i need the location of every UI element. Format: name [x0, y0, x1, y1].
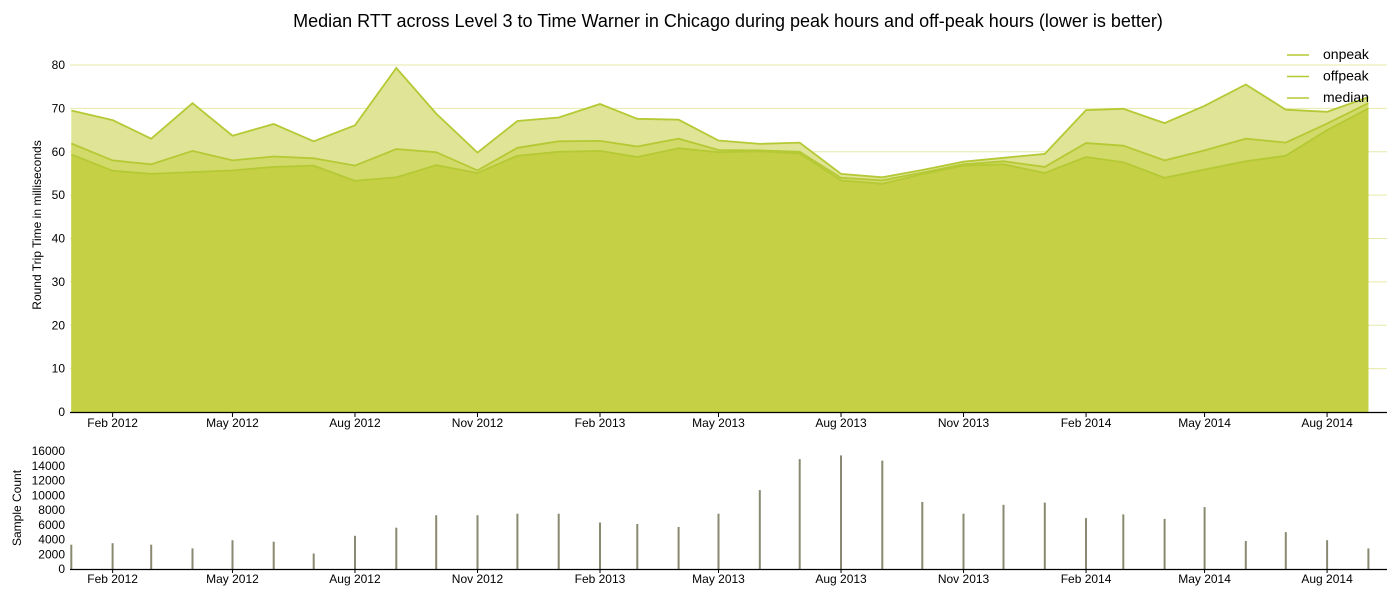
sample-count-bar — [1043, 502, 1046, 569]
main-areas — [70, 66, 1369, 413]
sample-count-bar — [840, 455, 842, 569]
bar-y-tick-label: 14000 — [32, 459, 66, 473]
sample-count-bar — [191, 548, 194, 569]
sample-count-bar — [395, 527, 398, 569]
sample-count-bar — [476, 515, 479, 569]
sample-count-bar — [231, 540, 234, 569]
bar-y-tick-label: 4000 — [38, 533, 65, 547]
area-median — [71, 108, 1369, 413]
main-x-tick-label: May 2014 — [1178, 416, 1231, 430]
sample-count-bar — [1002, 504, 1005, 569]
main-y-tick-label: 70 — [52, 101, 66, 115]
sample-count-bar — [1284, 532, 1287, 569]
main-y-tick-label: 80 — [52, 58, 66, 72]
bar-y-tick-label: 2000 — [38, 547, 65, 561]
sample-count-bar — [111, 543, 114, 569]
sample-count-bar — [354, 535, 356, 569]
sample-count-bar — [717, 513, 720, 569]
sample-count-bar — [798, 459, 801, 569]
sample-count-bar — [1163, 518, 1166, 569]
sample-count-bar — [677, 527, 680, 569]
sample-count-bar — [70, 544, 73, 569]
bar-y-tick-label: 0 — [58, 562, 65, 576]
sample-count-bar — [1244, 541, 1247, 569]
main-y-tick-label: 30 — [52, 275, 66, 289]
sample-count-bar — [557, 513, 560, 569]
sample-count-bar — [1367, 548, 1370, 569]
main-x-tick-label: Feb 2012 — [87, 416, 138, 430]
main-x-tick-label: Aug 2013 — [815, 416, 867, 430]
bar-x-tick-label: Nov 2013 — [938, 572, 990, 586]
bar-x-tick-label: Nov 2012 — [452, 572, 504, 586]
bar-y-tick-label: 6000 — [38, 518, 65, 532]
sample-count-bar — [1326, 540, 1329, 569]
bar-x-tick-label: Aug 2013 — [815, 572, 867, 586]
sample-count-bar — [312, 553, 315, 569]
legend-label-onpeak: onpeak — [1323, 46, 1370, 62]
main-x-tick-label: May 2013 — [692, 416, 745, 430]
line-median — [70, 107, 1369, 185]
bar-y-tick-label: 10000 — [32, 488, 66, 502]
line-onpeak — [71, 66, 1369, 179]
legend: onpeak offpeak median — [1287, 46, 1370, 105]
bar-x-tick-label: Feb 2012 — [87, 572, 138, 586]
line-offpeak — [70, 102, 1369, 182]
sample-count-bar — [150, 544, 153, 569]
bar-y-tick-label: 12000 — [32, 474, 66, 488]
main-x-tick-label: Nov 2013 — [938, 416, 990, 430]
bar-x-tick-label: Feb 2013 — [575, 572, 626, 586]
main-x-tick-label: Feb 2013 — [575, 416, 626, 430]
main-y-tick-label: 50 — [52, 188, 66, 202]
sample-count-bar — [921, 501, 924, 569]
sample-count-bar — [881, 460, 884, 569]
sample-count-bar — [962, 513, 965, 569]
main-x-tick-label: Feb 2014 — [1061, 416, 1112, 430]
main-y-tick-label: 0 — [58, 405, 65, 419]
bar-x-tick-label: May 2014 — [1178, 572, 1231, 586]
sample-count-bar — [1122, 514, 1125, 569]
sample-count-bar — [516, 513, 519, 569]
sample-count-bar — [636, 524, 639, 569]
bar-x-tick-label: May 2013 — [692, 572, 745, 586]
bar-y-tick-label: 16000 — [32, 444, 66, 458]
bar-x-tick-label: Feb 2014 — [1061, 572, 1112, 586]
legend-label-median: median — [1323, 89, 1369, 105]
sample-count-bar — [272, 541, 275, 569]
main-y-tick-label: 20 — [52, 318, 66, 332]
bar-x-tick-label: May 2012 — [206, 572, 259, 586]
main-y-tick-label: 60 — [52, 145, 66, 159]
main-x-tick-label: Aug 2014 — [1301, 416, 1353, 430]
sample-count-bar — [599, 522, 601, 569]
sample-count-bar — [1085, 518, 1087, 569]
chart-title: Median RTT across Level 3 to Time Warner… — [293, 11, 1163, 31]
bar-x-tick-label: Aug 2012 — [329, 572, 381, 586]
sample-count-bar — [1203, 507, 1206, 569]
main-x-tick-label: Aug 2012 — [329, 416, 381, 430]
bar-y-tick-label: 8000 — [38, 503, 65, 517]
bar-x-tick-label: Aug 2014 — [1301, 572, 1353, 586]
sample-count-bars — [70, 455, 1370, 569]
sample-count-bar — [435, 515, 438, 569]
main-y-tick-label: 40 — [52, 232, 66, 246]
sample-count-bar — [758, 490, 761, 569]
main-y-axis-title: Round Trip Time in milliseconds — [30, 140, 44, 309]
bar-y-axis-title: Sample Count — [10, 469, 24, 546]
main-x-tick-label: May 2012 — [206, 416, 259, 430]
main-x-tick-label: Nov 2012 — [452, 416, 504, 430]
main-axes: 0 10 20 30 40 50 60 70 80 Feb 2012 May 2012 Aug 201… — [52, 58, 1387, 430]
main-y-tick-label: 10 — [52, 362, 66, 376]
legend-label-offpeak: offpeak — [1323, 68, 1370, 84]
